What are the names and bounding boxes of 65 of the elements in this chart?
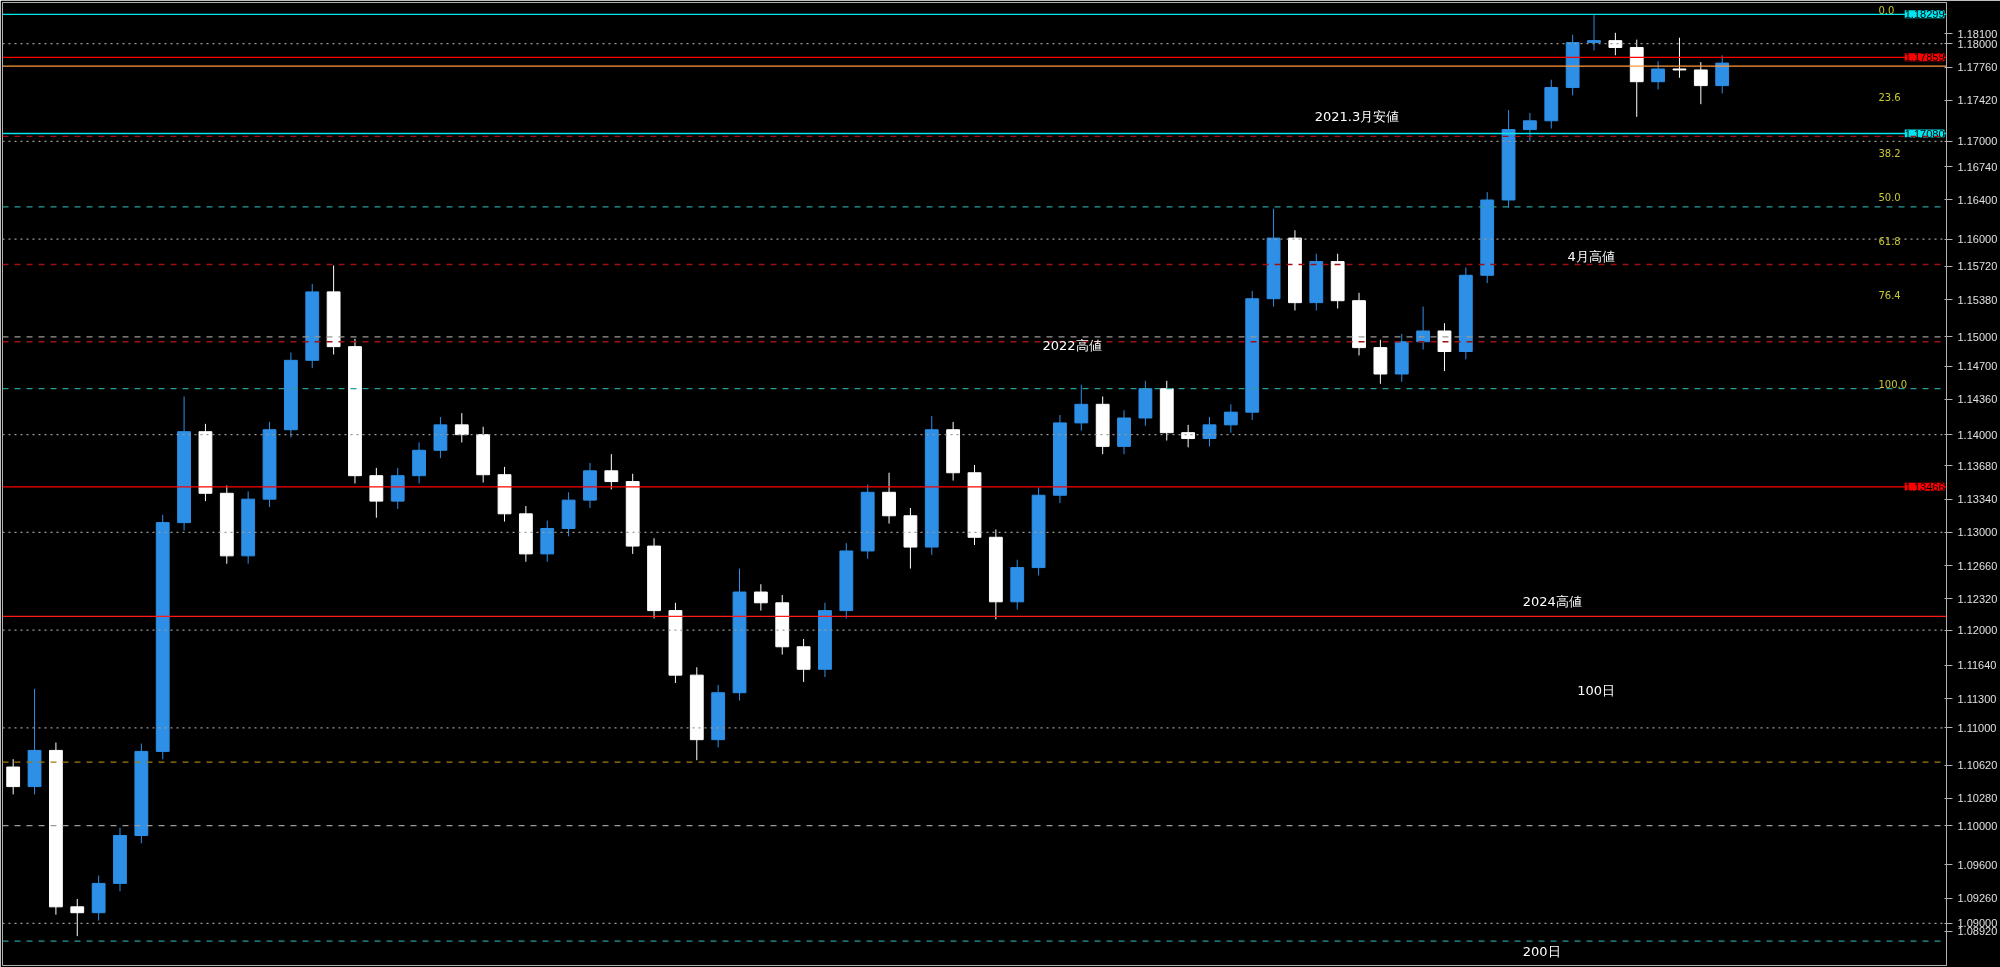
candlestick: [1715, 54, 1730, 94]
y-tick-label: 1.18000: [1957, 37, 1998, 50]
y-tick-label: 1.12660: [1957, 559, 1998, 572]
y-tick-label: 1.10280: [1957, 792, 1998, 805]
y-tick-label: 1.17000: [1957, 135, 1998, 148]
candlestick: [1693, 61, 1708, 105]
y-tick-label: 1.14700: [1957, 360, 1998, 373]
annotation: 2021.3月安値: [1314, 108, 1400, 124]
y-tick-label: 1.17420: [1957, 94, 1998, 107]
candlestick: [1523, 112, 1537, 142]
y-tick-label: 1.13680: [1957, 459, 1998, 472]
y-tick-label: 1.17760: [1957, 61, 1998, 74]
candlestick: [1223, 403, 1238, 434]
y-tick-label: 1.13000: [1957, 526, 1998, 539]
ref-line-label: 1.17859: [1904, 51, 1945, 64]
candlestick: [604, 453, 619, 490]
candlestick: [1181, 424, 1196, 448]
candlestick: [70, 898, 85, 937]
y-tick-label: 1.10000: [1957, 819, 1998, 832]
candlestick: [1672, 37, 1687, 79]
y-tick-label: 1.11300: [1957, 692, 1997, 705]
candlestick: [753, 583, 768, 612]
y-tick-label: 1.10620: [1957, 759, 1998, 772]
annotation: 38.2: [1878, 147, 1901, 159]
candlestick: [1608, 32, 1623, 56]
y-tick-label: 1.16400: [1957, 193, 1998, 206]
y-tick-label: 1.12320: [1957, 592, 1998, 605]
y-tick-label: 1.13340: [1957, 493, 1998, 506]
y-tick-label: 1.09260: [1957, 892, 1998, 905]
y-tick-label: 1.15720: [1957, 260, 1998, 273]
ref-line-label: 1.17080: [1904, 127, 1945, 140]
y-tick-label: 1.11000: [1957, 721, 1997, 734]
annotation: 0.0: [1878, 5, 1895, 17]
candlestick: [1416, 306, 1431, 351]
candlestick: [882, 472, 896, 525]
annotation: 76.4: [1878, 290, 1901, 302]
y-tick-label: 1.16740: [1957, 160, 1998, 173]
annotation: 61.8: [1878, 236, 1901, 248]
y-tick-label: 1.11640: [1957, 659, 1997, 672]
candlestick: [796, 638, 811, 683]
candlestick: [454, 412, 469, 443]
annotation: 100.0: [1878, 378, 1908, 390]
annotation: 4月高値: [1567, 249, 1615, 265]
y-tick-label: 1.14000: [1957, 428, 1998, 441]
annotation: 200日: [1522, 943, 1561, 959]
y-tick-label: 1.09600: [1957, 858, 1998, 871]
candlestick: [1587, 14, 1601, 51]
annotation: 2022高値: [1042, 337, 1102, 353]
annotation: 50.0: [1878, 192, 1901, 204]
y-tick-label: 1.16000: [1957, 233, 1998, 246]
candlestick: [1437, 322, 1452, 372]
candlestick: [1074, 384, 1089, 432]
annotation: 23.6: [1878, 91, 1901, 103]
candlestick: [1202, 416, 1217, 447]
y-tick-label: 1.14360: [1957, 393, 1998, 406]
annotation: 2024高値: [1522, 593, 1582, 609]
y-tick-label: 1.15000: [1957, 330, 1998, 343]
ref-line-label: 1.13466: [1904, 480, 1945, 493]
candlestick: [6, 758, 21, 795]
y-tick-label: 1.18100: [1957, 27, 1998, 40]
ref-line-label: 1.18299: [1904, 8, 1945, 21]
annotation: 100日: [1577, 682, 1615, 698]
y-tick-label: 1.12000: [1957, 624, 1998, 637]
y-tick-label: 1.15380: [1957, 293, 1998, 306]
candlestick: [1651, 60, 1666, 91]
